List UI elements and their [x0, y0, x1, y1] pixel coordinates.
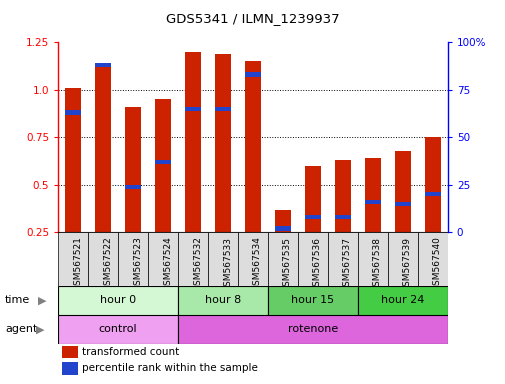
- Bar: [178, 286, 268, 315]
- Bar: [424, 192, 440, 196]
- Text: hour 8: hour 8: [205, 295, 241, 306]
- Text: hour 15: hour 15: [291, 295, 334, 306]
- Bar: [394, 151, 410, 232]
- Text: GSM567534: GSM567534: [252, 237, 262, 291]
- Bar: [118, 232, 148, 286]
- Bar: [125, 185, 141, 189]
- Bar: [58, 232, 88, 286]
- Bar: [334, 215, 350, 219]
- Bar: [364, 158, 380, 232]
- Bar: [214, 107, 231, 111]
- Text: time: time: [5, 295, 30, 306]
- Bar: [148, 232, 178, 286]
- Text: ▶: ▶: [36, 324, 45, 334]
- Text: percentile rank within the sample: percentile rank within the sample: [81, 364, 257, 374]
- Bar: [65, 88, 81, 232]
- Text: GSM567532: GSM567532: [193, 237, 201, 291]
- Text: ▶: ▶: [38, 295, 46, 306]
- Bar: [394, 202, 410, 206]
- Bar: [208, 232, 237, 286]
- Bar: [155, 99, 171, 232]
- Bar: [417, 232, 447, 286]
- Text: GSM567533: GSM567533: [223, 237, 232, 291]
- Bar: [357, 232, 387, 286]
- Bar: [327, 232, 357, 286]
- Bar: [178, 232, 208, 286]
- Text: GSM567521: GSM567521: [73, 237, 82, 291]
- Bar: [58, 315, 178, 344]
- Bar: [297, 232, 327, 286]
- Text: hour 24: hour 24: [380, 295, 424, 306]
- Bar: [387, 232, 417, 286]
- Text: agent: agent: [5, 324, 37, 334]
- Bar: [364, 200, 380, 204]
- Bar: [244, 61, 261, 232]
- Bar: [268, 286, 357, 315]
- Text: GSM567536: GSM567536: [312, 237, 321, 291]
- Text: GDS5341 / ILMN_1239937: GDS5341 / ILMN_1239937: [166, 12, 339, 25]
- Bar: [184, 52, 201, 232]
- Text: GSM567539: GSM567539: [402, 237, 411, 291]
- Text: GSM567523: GSM567523: [133, 237, 142, 291]
- Bar: [274, 210, 291, 232]
- Bar: [155, 160, 171, 164]
- Bar: [184, 107, 201, 111]
- Text: rotenone: rotenone: [287, 324, 337, 334]
- Bar: [95, 63, 111, 67]
- Bar: [357, 286, 447, 315]
- Text: GSM567538: GSM567538: [372, 237, 381, 291]
- Text: GSM567524: GSM567524: [163, 237, 172, 291]
- Bar: [125, 107, 141, 232]
- Bar: [334, 160, 350, 232]
- Bar: [304, 215, 321, 219]
- Text: GSM567535: GSM567535: [282, 237, 291, 291]
- Bar: [214, 54, 231, 232]
- Bar: [95, 65, 111, 232]
- Text: transformed count: transformed count: [81, 347, 178, 357]
- Text: GSM567537: GSM567537: [342, 237, 351, 291]
- Text: control: control: [98, 324, 137, 334]
- Bar: [62, 362, 78, 375]
- Text: hour 0: hour 0: [100, 295, 136, 306]
- Bar: [268, 232, 297, 286]
- Bar: [178, 315, 447, 344]
- Bar: [58, 286, 178, 315]
- Bar: [424, 137, 440, 232]
- Bar: [88, 232, 118, 286]
- Bar: [237, 232, 268, 286]
- Bar: [65, 111, 81, 115]
- Bar: [62, 346, 78, 358]
- Text: GSM567522: GSM567522: [103, 237, 112, 291]
- Bar: [244, 73, 261, 77]
- Bar: [304, 166, 321, 232]
- Bar: [274, 227, 291, 231]
- Text: GSM567540: GSM567540: [432, 237, 441, 291]
